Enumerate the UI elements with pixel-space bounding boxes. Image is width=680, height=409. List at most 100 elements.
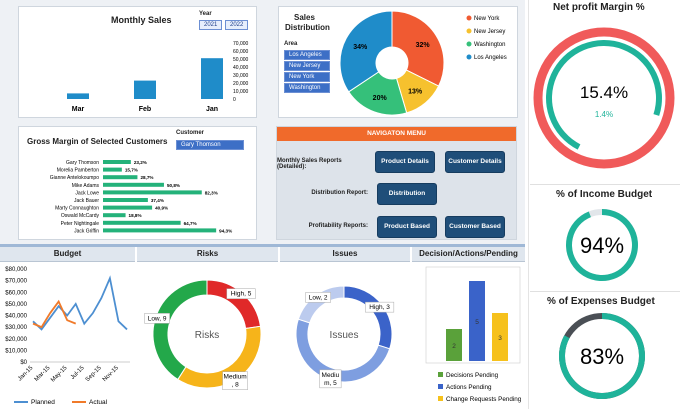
y-tick-label: 70,000 (233, 41, 249, 47)
customer-name: Oswald McCardy (61, 213, 100, 219)
customer-based-button[interactable]: Customer Based (445, 216, 505, 238)
issue-label-box (319, 369, 342, 389)
risk-label-box (222, 371, 248, 390)
risk-slice (177, 325, 262, 389)
issue-label-box (365, 301, 395, 313)
customer-name: Morelia Pamberton (57, 168, 99, 174)
area-chip[interactable]: New Jersey (284, 61, 330, 71)
sales-bar (67, 93, 89, 99)
net-profit-outer-ring (533, 27, 675, 169)
budget-y-tick: $30,000 (5, 325, 27, 331)
customer-name: Jack Griffin (74, 228, 99, 234)
navigation-menu-panel: NAVIGATON MENU Monthly Sales Reports (De… (276, 126, 517, 240)
nav-row-label-3: Profitability Reports: (308, 223, 368, 229)
budget-x-tick: Jul-15 (70, 365, 86, 381)
kpi-gauges: 15.4% 1.4% 94% 83% (533, 27, 675, 399)
year-2021-chip[interactable]: 2021 (199, 20, 223, 30)
budget-header: Budget (0, 247, 135, 262)
product-based-button[interactable]: Product Based (377, 216, 437, 238)
legend-marker (466, 15, 472, 21)
budget-series-line (32, 299, 77, 329)
decision-legend-label: Decisions Pending (446, 372, 499, 379)
y-tick-label: 20,000 (233, 81, 249, 87)
customer-name: Jack Lowe (75, 190, 99, 196)
x-tick-label: Jan (206, 106, 218, 113)
y-tick-label: 60,000 (233, 49, 249, 55)
pie-data-label: 13% (408, 89, 423, 96)
decision-legend-marker (438, 372, 443, 377)
margin-data-label: 50,8% (167, 183, 180, 188)
budget-legend-label: Planned (31, 399, 55, 406)
legend-label: New Jersey (474, 29, 505, 35)
issues-center-label: Issues (330, 330, 359, 341)
kpi-divider-1 (530, 184, 680, 185)
budget-y-tick: $50,000 (5, 302, 27, 308)
risk-data-label: , 8 (231, 382, 239, 389)
bottom-section-divider (0, 244, 525, 247)
issue-data-label: m, 5 (324, 380, 337, 387)
budget-y-tick: $20,000 (5, 337, 27, 343)
margin-data-label: 15,7% (125, 168, 138, 173)
legend-label: Los Angeles (474, 55, 507, 61)
area-chip[interactable]: Washington (284, 83, 330, 93)
monthly-sales-panel: Monthly Sales Year 2021 2022 70,000 60,00… (18, 6, 257, 118)
customer-label: Customer (176, 130, 205, 136)
risks-center-label: Risks (195, 330, 219, 341)
issue-data-label: Low, 2 (309, 294, 328, 301)
distribution-button[interactable]: Distribution (377, 183, 437, 205)
budget-y-tick: $40,000 (5, 314, 27, 320)
decision-legend-marker (438, 384, 443, 389)
risk-data-label: High, 5 (231, 291, 252, 298)
margin-data-label: 18,8% (129, 213, 142, 218)
sales-distribution-panel: Sales Distribution Area Los Angeles New J… (278, 6, 518, 118)
risk-slice (206, 279, 262, 330)
sales-bar (201, 58, 223, 99)
customer-name: Mike Adams (72, 183, 100, 189)
product-details-button[interactable]: Product Details (375, 151, 435, 173)
legend-label: New York (474, 16, 500, 22)
margin-bar (103, 190, 202, 195)
x-tick-label: Feb (139, 106, 151, 113)
risk-data-label: Medium (224, 374, 247, 381)
monthly-sales-title: Monthly Sales (111, 15, 172, 25)
net-profit-value: 15.4% (580, 83, 628, 102)
year-2022-chip[interactable]: 2022 (225, 20, 249, 30)
decisions-header: Decision/Actions/Pending (412, 247, 525, 262)
gross-margin-title: Gross Margin of Selected Customers (27, 137, 168, 146)
area-chip[interactable]: Los Angeles (284, 50, 330, 60)
risk-data-label: Low, 9 (148, 315, 167, 322)
area-slicer: Los Angeles New Jersey New York Washington (284, 50, 330, 94)
customer-name: Marty Connaughton (55, 206, 99, 212)
decision-bar (492, 313, 508, 361)
margin-bar (103, 175, 138, 180)
legend-marker (466, 28, 472, 34)
budget-x-tick: Jan-15 (17, 365, 35, 383)
customer-name: Peter Nightingale (61, 221, 100, 227)
customer-details-button[interactable]: Customer Details (445, 151, 505, 173)
issue-slice (295, 318, 391, 383)
risk-label-box (144, 313, 170, 324)
legend-label: Washington (474, 42, 505, 48)
decision-legend-label: Actions Pending (446, 384, 492, 391)
customer-selected-chip[interactable]: Gary Thomson (176, 140, 244, 150)
area-chip[interactable]: New York (284, 72, 330, 82)
decision-legend-label: Change Requests Pending (446, 396, 522, 403)
expenses-budget-title: % of Expenses Budget (547, 296, 655, 307)
sales-distribution-title-2: Distribution (285, 23, 330, 32)
margin-bar (103, 228, 217, 233)
issue-slice (297, 285, 345, 324)
budget-x-tick: May-15 (50, 365, 69, 384)
sales-distribution-title-1: Sales (294, 13, 315, 22)
customer-name: Gianne Antelokoumpo (50, 175, 99, 181)
margin-bar (103, 213, 126, 218)
decisions-chart: 2 5 3 Decisions Pending Actions Pending Chang… (425, 266, 522, 403)
net-profit-sub-value: 1.4% (595, 110, 613, 119)
y-tick-label: 30,000 (233, 73, 249, 79)
issue-data-label: Mediu (322, 372, 340, 379)
margin-bar (103, 182, 164, 187)
risk-label-box (226, 288, 256, 299)
y-tick-label: 50,000 (233, 57, 249, 63)
sales-distribution-chart: 32% 13% 20% 34% New York New Jersey Washingto… (339, 10, 507, 116)
nav-row-label-1: Monthly Sales Reports (Detailed): (277, 158, 342, 170)
x-tick-label: Mar (72, 106, 85, 113)
